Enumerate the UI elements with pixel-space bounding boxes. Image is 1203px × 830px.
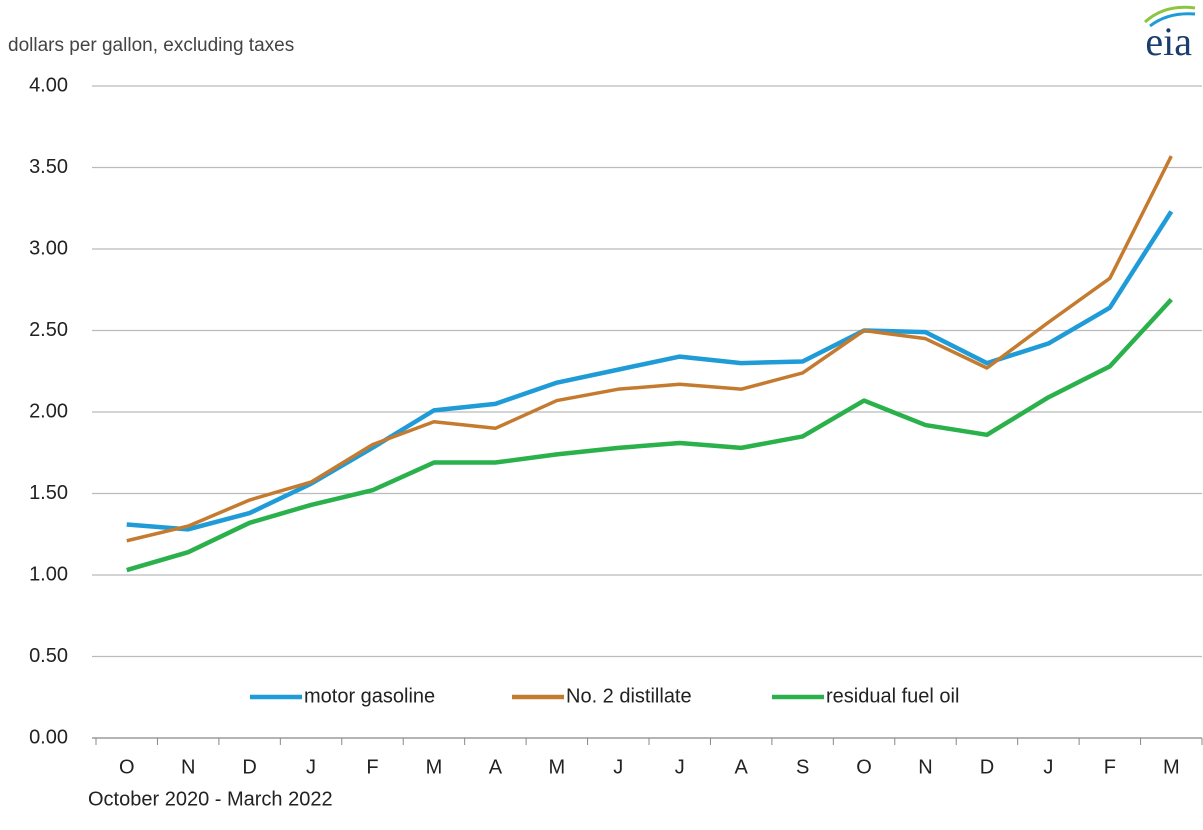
x-tick-label: D — [242, 756, 256, 778]
x-tick-label: J — [1043, 756, 1053, 778]
y-tick-label: 3.00 — [29, 237, 68, 259]
x-tick-label: A — [489, 756, 503, 778]
x-tick-label: S — [796, 756, 809, 778]
logo: eia — [1145, 19, 1192, 64]
y-tick-label: 4.00 — [29, 74, 68, 96]
subtitle: dollars per gallon, excluding taxes — [8, 35, 294, 56]
x-tick-label: J — [613, 756, 623, 778]
legend-label: motor gasoline — [304, 685, 435, 707]
series-line — [126, 155, 1173, 543]
series-line — [126, 298, 1173, 573]
y-tick-label: 2.00 — [29, 400, 68, 422]
logo-swoosh — [1143, 5, 1196, 24]
x-tick-label: M — [1163, 756, 1180, 778]
x-tick-label: O — [119, 756, 135, 778]
x-tick-label: A — [734, 756, 748, 778]
x-tick-label: O — [856, 756, 872, 778]
y-tick-label: 2.50 — [29, 319, 68, 341]
x-tick-label: M — [426, 756, 443, 778]
y-tick-label: 1.50 — [29, 482, 68, 504]
y-tick-label: 1.00 — [29, 563, 68, 585]
x-tick-label: M — [548, 756, 565, 778]
legend-label: residual fuel oil — [826, 685, 959, 707]
y-tick-label: 3.50 — [29, 156, 68, 178]
x-tick-label: N — [181, 756, 195, 778]
logo-swoosh — [1149, 12, 1196, 28]
x-tick-label: F — [1104, 756, 1116, 778]
x-tick-label: D — [980, 756, 994, 778]
legend-label: No. 2 distillate — [566, 685, 692, 707]
x-tick-label: F — [366, 756, 378, 778]
series-line — [126, 210, 1174, 532]
x-tick-label: N — [918, 756, 932, 778]
x-tick-label: J — [306, 756, 316, 778]
y-tick-label: 0.00 — [29, 726, 68, 748]
x-axis-label: October 2020 - March 2022 — [88, 788, 333, 810]
x-tick-label: J — [675, 756, 685, 778]
y-tick-label: 0.50 — [29, 645, 68, 667]
